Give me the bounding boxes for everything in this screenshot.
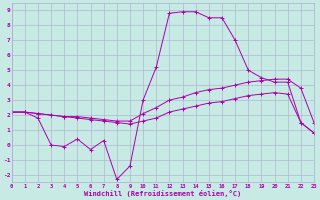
X-axis label: Windchill (Refroidissement éolien,°C): Windchill (Refroidissement éolien,°C) <box>84 190 242 197</box>
